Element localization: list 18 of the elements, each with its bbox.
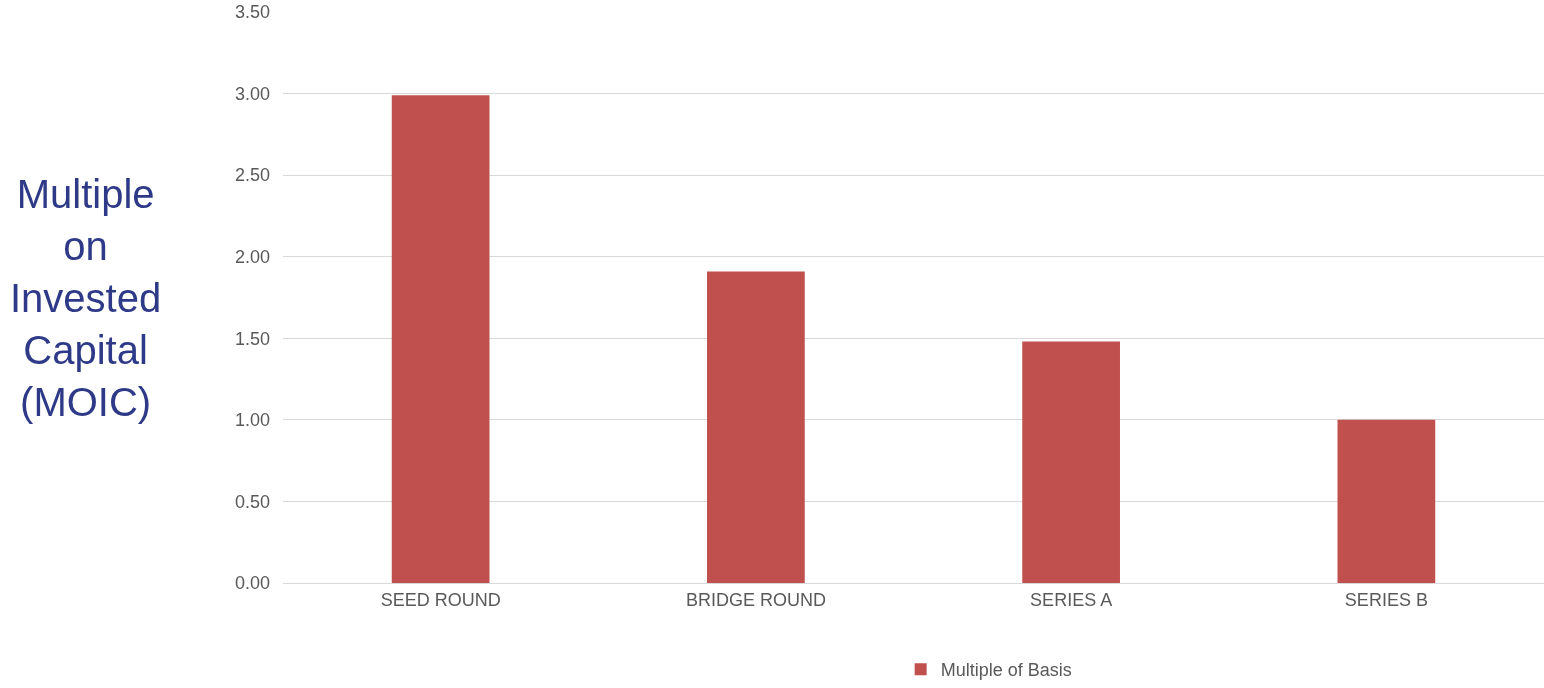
bar bbox=[391, 95, 490, 583]
y-axis-title: Multiple on Invested Capital (MOIC) bbox=[10, 172, 162, 424]
y-tick-label: 1.00 bbox=[234, 410, 270, 431]
y-tick-label: 0.00 bbox=[234, 573, 270, 594]
bar bbox=[1022, 341, 1120, 583]
y-tick-label: 3.00 bbox=[234, 83, 270, 104]
x-tick-label: SERIES A bbox=[1030, 589, 1113, 610]
bar bbox=[707, 271, 805, 583]
y-tick-label: 2.00 bbox=[234, 247, 270, 268]
x-tick-label: SEED ROUND bbox=[380, 589, 501, 610]
y-tick-label: 1.50 bbox=[234, 328, 270, 349]
x-tick-label: BRIDGE ROUND bbox=[685, 589, 826, 610]
y-tick-label: 0.50 bbox=[234, 491, 270, 512]
y-tick-label: 2.50 bbox=[234, 165, 270, 186]
y-tick-label: 3.50 bbox=[234, 2, 270, 23]
bar bbox=[1337, 419, 1436, 583]
legend-label: Multiple of Basis bbox=[940, 660, 1072, 681]
x-tick-label: SERIES B bbox=[1344, 589, 1428, 610]
